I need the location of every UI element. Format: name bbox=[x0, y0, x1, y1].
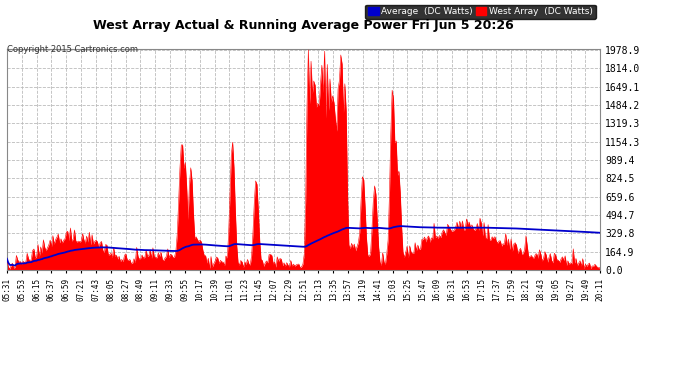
Text: West Array Actual & Running Average Power Fri Jun 5 20:26: West Array Actual & Running Average Powe… bbox=[93, 19, 514, 32]
Legend: Average  (DC Watts), West Array  (DC Watts): Average (DC Watts), West Array (DC Watts… bbox=[365, 4, 595, 19]
Text: Copyright 2015 Cartronics.com: Copyright 2015 Cartronics.com bbox=[7, 45, 138, 54]
